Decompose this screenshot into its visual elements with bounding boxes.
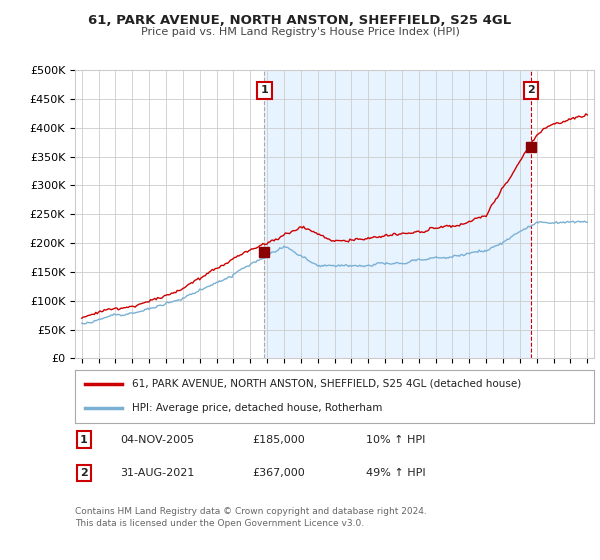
Text: 1: 1 xyxy=(80,435,88,445)
Text: 31-AUG-2021: 31-AUG-2021 xyxy=(120,468,194,478)
Text: 1: 1 xyxy=(260,85,268,95)
Bar xyxy=(265,70,531,358)
Text: 10% ↑ HPI: 10% ↑ HPI xyxy=(366,435,425,445)
Text: £367,000: £367,000 xyxy=(252,468,305,478)
Text: 04-NOV-2005: 04-NOV-2005 xyxy=(120,435,194,445)
Text: Price paid vs. HM Land Registry's House Price Index (HPI): Price paid vs. HM Land Registry's House … xyxy=(140,27,460,37)
Text: 2: 2 xyxy=(527,85,535,95)
Text: 61, PARK AVENUE, NORTH ANSTON, SHEFFIELD, S25 4GL: 61, PARK AVENUE, NORTH ANSTON, SHEFFIELD… xyxy=(88,14,512,27)
Text: HPI: Average price, detached house, Rotherham: HPI: Average price, detached house, Roth… xyxy=(132,403,382,413)
Text: 2: 2 xyxy=(80,468,88,478)
Text: Contains HM Land Registry data © Crown copyright and database right 2024.
This d: Contains HM Land Registry data © Crown c… xyxy=(75,507,427,528)
Text: 61, PARK AVENUE, NORTH ANSTON, SHEFFIELD, S25 4GL (detached house): 61, PARK AVENUE, NORTH ANSTON, SHEFFIELD… xyxy=(132,379,521,389)
Text: 49% ↑ HPI: 49% ↑ HPI xyxy=(366,468,425,478)
Text: £185,000: £185,000 xyxy=(252,435,305,445)
